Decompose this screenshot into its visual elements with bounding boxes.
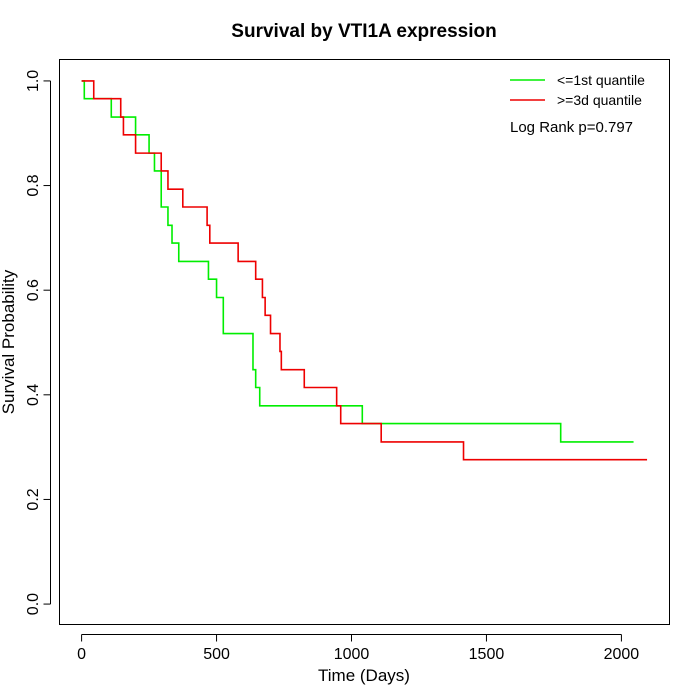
plot-frame [59, 59, 670, 625]
survival-curve-series-1 [81, 80, 634, 443]
x-tick-label: 2000 [604, 646, 640, 663]
x-axis-title: Time (Days) [318, 666, 410, 685]
y-tick-label: 0.6 [25, 279, 42, 301]
y-tick-label: 0.4 [25, 384, 42, 406]
legend-label-series-1: <=1st quantile [557, 72, 645, 88]
y-tick-label: 0.0 [25, 593, 42, 615]
x-tick-label: 1500 [469, 646, 505, 663]
y-axis-title: Survival Probability [0, 269, 18, 414]
legend-label-series-2: >=3d quantile [557, 92, 642, 108]
axes: 0 500 1000 1500 2000 0.0 0.2 0.4 0.6 0.8 1.0 [25, 70, 639, 663]
y-tick-label: 1.0 [25, 70, 42, 92]
x-tick-label: 1000 [334, 646, 370, 663]
y-tick-label: 0.2 [25, 488, 42, 510]
chart-title: Survival by VTI1A expression [231, 21, 496, 42]
legend: <=1st quantile >=3d quantile [510, 72, 645, 108]
survival-curve-series-2 [81, 80, 648, 461]
log-rank-annotation: Log Rank p=0.797 [510, 119, 633, 136]
series-layer [81, 80, 648, 461]
y-tick-label: 0.8 [25, 174, 42, 196]
x-tick-label: 500 [203, 646, 230, 663]
x-tick-label: 0 [77, 646, 86, 663]
